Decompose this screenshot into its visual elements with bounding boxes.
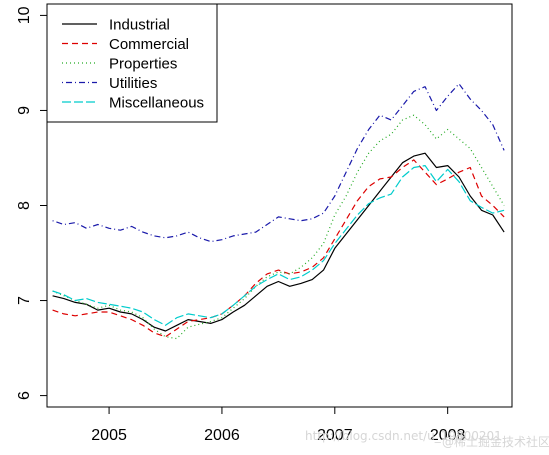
legend-label: Utilities xyxy=(109,75,157,92)
legend-label: Miscellaneous xyxy=(109,95,204,112)
series-line-industrial xyxy=(52,152,505,332)
x-tick-label: 2008 xyxy=(430,427,466,444)
legend-label: Commercial xyxy=(109,36,189,53)
y-tick-label: 10 xyxy=(16,6,33,24)
legend-label: Industrial xyxy=(109,17,170,34)
axis-layer: 2005 2006 2007 2008 6 7 8 9 10 xyxy=(16,6,466,444)
y-tick-label: 7 xyxy=(16,296,33,305)
watermark-juejin: @稀土掘金技术社区 xyxy=(442,434,549,449)
series-line-utilities xyxy=(52,83,505,243)
y-tick-label: 9 xyxy=(16,106,33,115)
x-tick-label: 2006 xyxy=(204,427,240,444)
series-layer xyxy=(52,83,505,340)
watermark-csdn: http://blog.csdn.net/u_19800201 xyxy=(305,429,502,443)
y-tick-label: 6 xyxy=(16,391,33,400)
series-line-commercial xyxy=(52,159,505,338)
x-tick-label: 2005 xyxy=(91,427,127,444)
x-tick-label: 2007 xyxy=(317,427,353,444)
legend: Industrial Commercial Properties Utilities M… xyxy=(46,3,218,123)
legend-label: Properties xyxy=(109,56,177,73)
series-line-miscellaneous xyxy=(52,165,505,326)
y-tick-label: 8 xyxy=(16,201,33,210)
